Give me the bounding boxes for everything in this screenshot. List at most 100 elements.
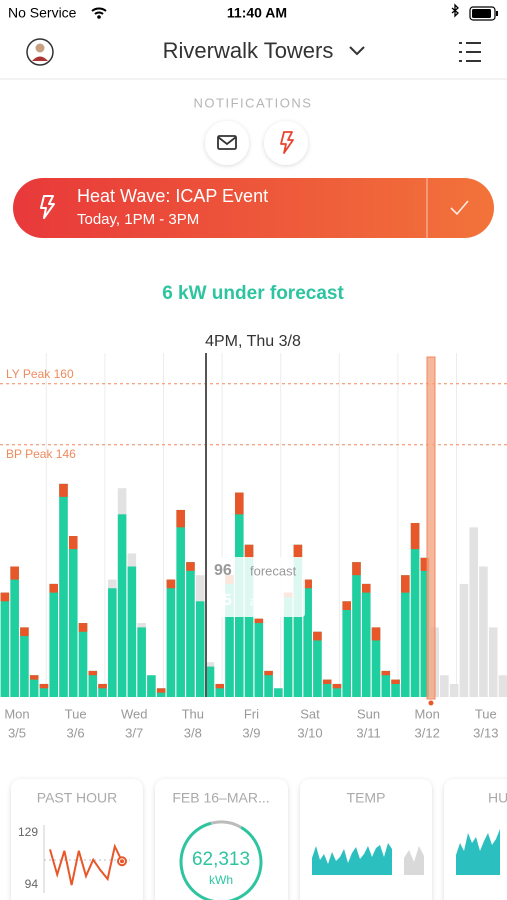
battery-level <box>472 9 491 18</box>
cards: PAST HOUR 94 129 FEB 16–MAR... 62,313 kWh… <box>11 779 507 900</box>
tooltip-forecast-value: 96 <box>214 562 232 579</box>
excess-bar <box>244 544 254 558</box>
x-date-label: 3/5 <box>8 725 26 740</box>
excess-bar <box>78 623 88 632</box>
today-highlight[interactable] <box>426 356 436 700</box>
actual-bar <box>88 670 98 697</box>
excess-bar <box>371 627 381 641</box>
actual-bar <box>20 627 29 697</box>
clock: 11:40 AM <box>227 5 287 21</box>
x-day-label: Sat <box>300 706 320 721</box>
excess-bar <box>68 536 78 550</box>
card-title: PAST HOUR <box>37 790 117 806</box>
excess-bar <box>20 627 29 637</box>
x-day-label: Thu <box>182 706 204 721</box>
acknowledge-check[interactable] <box>450 200 469 216</box>
actual-bar <box>205 666 215 697</box>
x-date-label: 3/6 <box>67 725 85 740</box>
actual-bar <box>361 583 371 697</box>
excess-bar <box>391 679 400 684</box>
x-day-label: Tue <box>475 706 497 721</box>
excess-bar <box>420 557 430 571</box>
excess-bar <box>98 683 107 689</box>
actual-bar <box>352 562 361 697</box>
actual-bar <box>283 592 293 697</box>
actual-bar <box>342 601 351 697</box>
excess-bar <box>381 670 391 676</box>
actual-bar <box>303 579 312 697</box>
actual-bar <box>108 588 117 697</box>
forecast-bar <box>479 566 488 697</box>
actual-bar <box>10 566 19 697</box>
actual-bar <box>127 566 137 697</box>
actual-bar <box>322 679 332 697</box>
x-day-label: Wed <box>121 706 148 721</box>
x-date-label: 3/8 <box>184 725 202 740</box>
tooltip-actual-value: 95 <box>214 592 232 609</box>
forecast-bar <box>469 527 478 697</box>
excess-bar <box>176 509 185 528</box>
card-usage[interactable] <box>155 779 288 900</box>
excess-bar <box>88 670 98 676</box>
reference-label: LY Peak 160 <box>6 367 74 381</box>
actual-bar <box>195 601 205 697</box>
x-day-label: Mon <box>4 706 29 721</box>
excess-bar <box>10 566 19 580</box>
today-marker <box>428 700 434 706</box>
actual-bar <box>244 544 254 697</box>
usage-value: 62,313 <box>192 849 250 870</box>
forecast-summary: 6 kW under forecast <box>162 283 344 304</box>
actual-bar <box>137 627 146 697</box>
actual-bar <box>147 675 156 697</box>
past-hour-line <box>49 843 123 886</box>
card-title: TEMP <box>347 790 386 806</box>
actual-bar <box>371 627 381 697</box>
actual-bar <box>98 683 107 697</box>
x-date-label: 3/9 <box>242 725 260 740</box>
forecast-bar <box>488 627 498 697</box>
actual-bar <box>156 688 166 697</box>
actual-bar <box>391 679 400 697</box>
temp-forecast <box>404 846 424 875</box>
excess-bar <box>186 562 195 571</box>
x-date-label: 3/7 <box>125 725 143 740</box>
dropdown-chevron[interactable] <box>349 46 365 56</box>
temp-chart <box>312 843 392 875</box>
excess-bar <box>0 592 10 602</box>
forecast-bar <box>459 583 469 697</box>
actual-bar <box>59 483 68 697</box>
reference-label: BP Peak 146 <box>6 447 76 461</box>
excess-bar <box>39 683 49 689</box>
excess-bar <box>59 483 68 497</box>
avatar-face <box>35 43 45 53</box>
excess-bar <box>313 631 322 641</box>
menu-icon[interactable] <box>459 42 481 62</box>
humidity-chart <box>456 829 500 875</box>
excess-bar <box>293 544 303 558</box>
avatar-body <box>32 56 48 61</box>
actual-bar <box>254 618 264 697</box>
actual-bar <box>0 592 10 697</box>
past-hour-chart: 94 129 <box>18 825 127 893</box>
building-title[interactable]: Riverwalk Towers <box>163 38 334 63</box>
current-point-core <box>120 859 124 864</box>
cursor-label: 4PM, Thu 3/8 <box>205 333 301 350</box>
battery-cap <box>496 11 498 16</box>
mail-flap <box>217 136 237 146</box>
wifi-icon <box>91 7 107 15</box>
x-day-label: Fri <box>244 706 259 721</box>
actual-bar <box>78 623 88 697</box>
y-tick-label: 129 <box>18 825 38 839</box>
excess-bar <box>166 579 176 589</box>
alert-button[interactable] <box>264 121 308 165</box>
x-day-label: Mon <box>415 706 440 721</box>
alert-banner[interactable] <box>13 178 494 238</box>
tooltip-forecast-label: forecast <box>250 563 297 578</box>
actual-bar <box>420 557 430 697</box>
x-date-label: 3/11 <box>356 725 380 740</box>
notifications-label: NOTIFICATIONS <box>194 95 313 110</box>
excess-bar <box>254 618 264 624</box>
actual-bar <box>293 544 303 697</box>
